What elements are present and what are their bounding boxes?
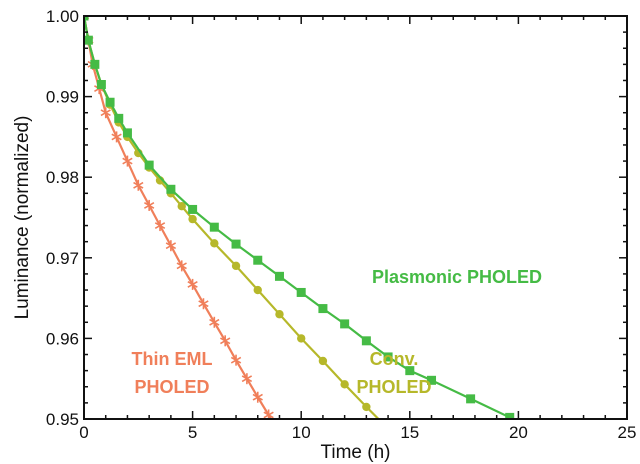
series-line bbox=[84, 16, 380, 419]
data-point-star bbox=[209, 316, 220, 328]
data-point-square bbox=[209, 222, 219, 232]
data-point-star bbox=[154, 220, 166, 232]
data-point-circle bbox=[177, 202, 186, 211]
data-point-square bbox=[274, 271, 284, 281]
y-tick-label: 0.99 bbox=[46, 88, 79, 107]
data-point-square bbox=[553, 432, 562, 441]
data-point-circle bbox=[253, 285, 262, 295]
data-point-square bbox=[84, 35, 93, 45]
data-point-square bbox=[96, 80, 106, 90]
data-point-circle bbox=[384, 424, 392, 432]
x-tick-label: 20 bbox=[509, 423, 528, 442]
x-tick-label: 0 bbox=[79, 423, 88, 442]
x-tick-label: 5 bbox=[188, 423, 197, 442]
data-point-star bbox=[198, 298, 209, 310]
y-tick-label: 0.95 bbox=[46, 410, 79, 429]
x-tick-label: 15 bbox=[400, 423, 419, 442]
data-point-star bbox=[143, 199, 155, 211]
data-point-star bbox=[122, 155, 133, 167]
data-point-circle bbox=[210, 239, 219, 248]
data-point-star bbox=[187, 278, 198, 290]
data-point-star bbox=[286, 446, 296, 457]
data-point-circle bbox=[340, 380, 349, 389]
data-point-circle bbox=[188, 214, 197, 224]
data-point-square bbox=[144, 160, 154, 170]
data-point-star bbox=[100, 107, 111, 119]
data-point-star bbox=[165, 240, 177, 252]
data-point-star bbox=[275, 428, 285, 439]
x-tick-label: 10 bbox=[292, 423, 311, 442]
series-label: PHOLED bbox=[134, 377, 209, 397]
data-point-star bbox=[252, 391, 263, 403]
series-label: PHOLED bbox=[356, 377, 431, 397]
data-point-square bbox=[296, 287, 306, 297]
data-point-square bbox=[383, 352, 393, 362]
data-point-square bbox=[361, 336, 371, 346]
y-tick-label: 0.97 bbox=[46, 249, 79, 268]
data-point-square bbox=[427, 375, 437, 385]
series-circle bbox=[84, 16, 392, 432]
data-point-circle bbox=[297, 334, 306, 343]
data-point-star bbox=[176, 260, 187, 272]
y-axis-title: Luminance (normalized) bbox=[12, 116, 33, 320]
data-point-square bbox=[253, 255, 263, 265]
data-point-star bbox=[220, 335, 231, 347]
data-point-square bbox=[122, 128, 132, 138]
data-point-square bbox=[505, 412, 515, 419]
series-square bbox=[84, 16, 573, 446]
data-point-circle bbox=[318, 356, 328, 366]
plot-frame bbox=[83, 15, 628, 420]
data-point-square bbox=[340, 319, 350, 329]
data-point-square bbox=[540, 427, 549, 436]
data-point-square bbox=[105, 97, 115, 107]
data-point-square bbox=[405, 366, 415, 376]
series-line bbox=[84, 16, 273, 419]
data-point-square bbox=[166, 184, 176, 194]
y-tick-label: 0.98 bbox=[46, 168, 79, 187]
data-point-square bbox=[84, 16, 89, 21]
data-point-star bbox=[133, 179, 144, 191]
series-label: Plasmonic PHOLED bbox=[372, 267, 542, 287]
data-point-star bbox=[230, 354, 242, 366]
data-point-circle bbox=[275, 310, 284, 319]
data-point-square bbox=[231, 239, 241, 249]
y-tick-label: 1.00 bbox=[46, 7, 79, 26]
data-point-square bbox=[90, 59, 100, 69]
x-axis-title: Time (h) bbox=[320, 442, 390, 463]
series-label: Thin EML bbox=[132, 349, 213, 369]
x-tick-label: 25 bbox=[618, 423, 637, 442]
data-point-circle bbox=[362, 402, 371, 412]
data-point-star bbox=[111, 131, 122, 143]
data-point-circle bbox=[231, 261, 241, 271]
data-point-star bbox=[241, 373, 253, 385]
data-point-square bbox=[318, 304, 328, 314]
data-point-square bbox=[466, 394, 476, 404]
data-point-square bbox=[188, 204, 198, 214]
y-tick-label: 0.96 bbox=[46, 329, 79, 348]
data-point-square bbox=[564, 437, 573, 446]
series-label: Conv. bbox=[370, 349, 419, 369]
data-point-square bbox=[114, 113, 124, 123]
